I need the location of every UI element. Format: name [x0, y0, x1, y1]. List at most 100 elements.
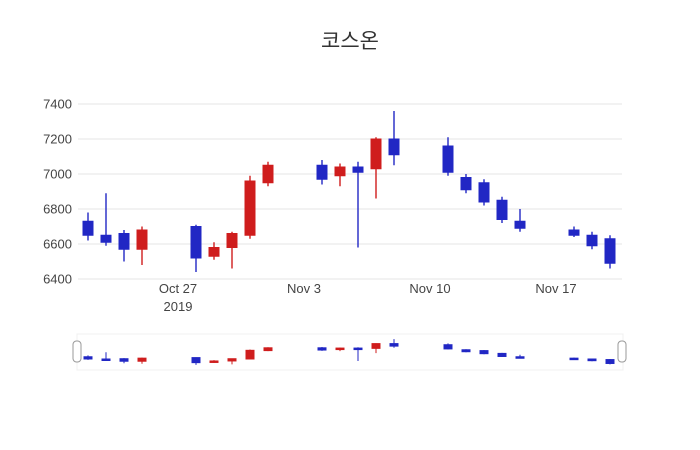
rangeslider-candle [569, 357, 579, 361]
rangeslider-candle-body [587, 358, 597, 362]
rangeslider-candle-body [191, 357, 201, 364]
x-axis-labels: Oct 27 2019 Nov 3 Nov 10 Nov 17 [159, 281, 577, 314]
rangeslider-candle [317, 346, 327, 351]
candle [388, 111, 400, 166]
rangeslider-candle-body [569, 357, 579, 361]
rangeslider-candle [587, 358, 597, 362]
chart-title: 코스온 [321, 30, 379, 53]
y-axis-labels: 6400 6600 6800 7000 7200 7400 [43, 97, 72, 287]
rangeslider-candle-body [83, 356, 93, 360]
candle [262, 161, 274, 187]
rangeslider-candle [371, 343, 381, 354]
candle-body [514, 220, 526, 229]
candle-body [136, 229, 148, 250]
rangeslider-candle-body [371, 343, 381, 349]
rangeslider-candle [461, 349, 471, 353]
rangeslider-candle-body [227, 358, 237, 362]
rangeslider-candle-body [497, 352, 507, 357]
rangeslider-candle [101, 352, 111, 361]
plot-area[interactable] [82, 111, 616, 272]
rangeslider-candle [353, 347, 363, 361]
candle [442, 137, 454, 176]
rangeslider-candle-body [245, 349, 255, 360]
rangeslider-handle-left[interactable] [72, 340, 82, 363]
y-tick-label: 6400 [43, 272, 72, 287]
candle-body [118, 233, 130, 250]
rangeslider-candle-body [119, 358, 129, 362]
candle [496, 196, 508, 223]
candle-body [334, 166, 346, 177]
candle-body [388, 138, 400, 156]
rangeslider-candle [119, 358, 129, 364]
rangeslider-candle [515, 354, 525, 359]
candle-body [568, 229, 580, 236]
rangeslider-candle [263, 347, 273, 352]
rangeslider-candle [83, 355, 93, 360]
rangeslider-candle-body [353, 347, 363, 351]
rangeslider-candle-body [479, 350, 489, 355]
rangeslider-candle [497, 352, 507, 358]
candle-body [460, 177, 472, 191]
candle-body [352, 166, 364, 173]
candle-body [244, 180, 256, 236]
rangeslider-candle-body [461, 349, 471, 353]
rangeslider[interactable] [72, 333, 627, 371]
rangeslider-candle-body [209, 360, 219, 363]
candle-body [586, 234, 598, 247]
x-tick-label: Nov 10 [409, 281, 450, 296]
candle-body [82, 220, 94, 236]
rangeslider-candle [209, 360, 219, 363]
candle [604, 235, 616, 269]
candle-body [208, 247, 220, 257]
y-tick-label: 7000 [43, 167, 72, 182]
candle [478, 179, 490, 206]
candle-body [496, 199, 508, 220]
candle [136, 226, 148, 265]
candle [460, 174, 472, 194]
candle [370, 137, 382, 199]
rangeslider-handle-right[interactable] [617, 340, 627, 363]
x-tick-label: Oct 27 [159, 281, 197, 296]
rangeslider-candle [227, 358, 237, 365]
rangeslider-candle-body [335, 347, 345, 351]
candle-body [100, 234, 112, 243]
y-tick-label: 6800 [43, 202, 72, 217]
rangeslider-candle-body [605, 359, 615, 364]
candle [586, 231, 598, 250]
candle-body [604, 238, 616, 264]
candle [316, 160, 328, 185]
rangeslider-candle [245, 349, 255, 360]
x-tick-sublabel: 2019 [164, 299, 193, 314]
candle [244, 175, 256, 239]
candle [568, 226, 580, 237]
candle [208, 242, 220, 260]
candle-body [370, 138, 382, 170]
rangeslider-candle-body [515, 356, 525, 359]
rangeslider-candle [137, 357, 147, 364]
candle [226, 231, 238, 269]
candle [352, 161, 364, 248]
candle-body [190, 226, 202, 259]
y-tick-label: 6600 [43, 237, 72, 252]
rangeslider-candle-body [101, 358, 111, 361]
candle [118, 230, 130, 262]
rangeslider-candle [479, 350, 489, 355]
candle-body [262, 164, 274, 184]
rangeslider-candle-body [137, 357, 147, 362]
candle-body [316, 164, 328, 180]
rangeslider-candle-body [389, 343, 399, 347]
rangeslider-candle-body [443, 344, 453, 350]
candle-body [442, 145, 454, 173]
rangeslider-candle [335, 347, 345, 352]
candle [334, 163, 346, 187]
candle [100, 193, 112, 246]
y-tick-label: 7400 [43, 97, 72, 112]
rangeslider-candle [389, 339, 399, 348]
x-tick-label: Nov 17 [535, 281, 576, 296]
y-tick-label: 7200 [43, 132, 72, 147]
rangeslider-candle-body [317, 347, 327, 351]
x-tick-label: Nov 3 [287, 281, 321, 296]
candle-body [226, 233, 238, 248]
